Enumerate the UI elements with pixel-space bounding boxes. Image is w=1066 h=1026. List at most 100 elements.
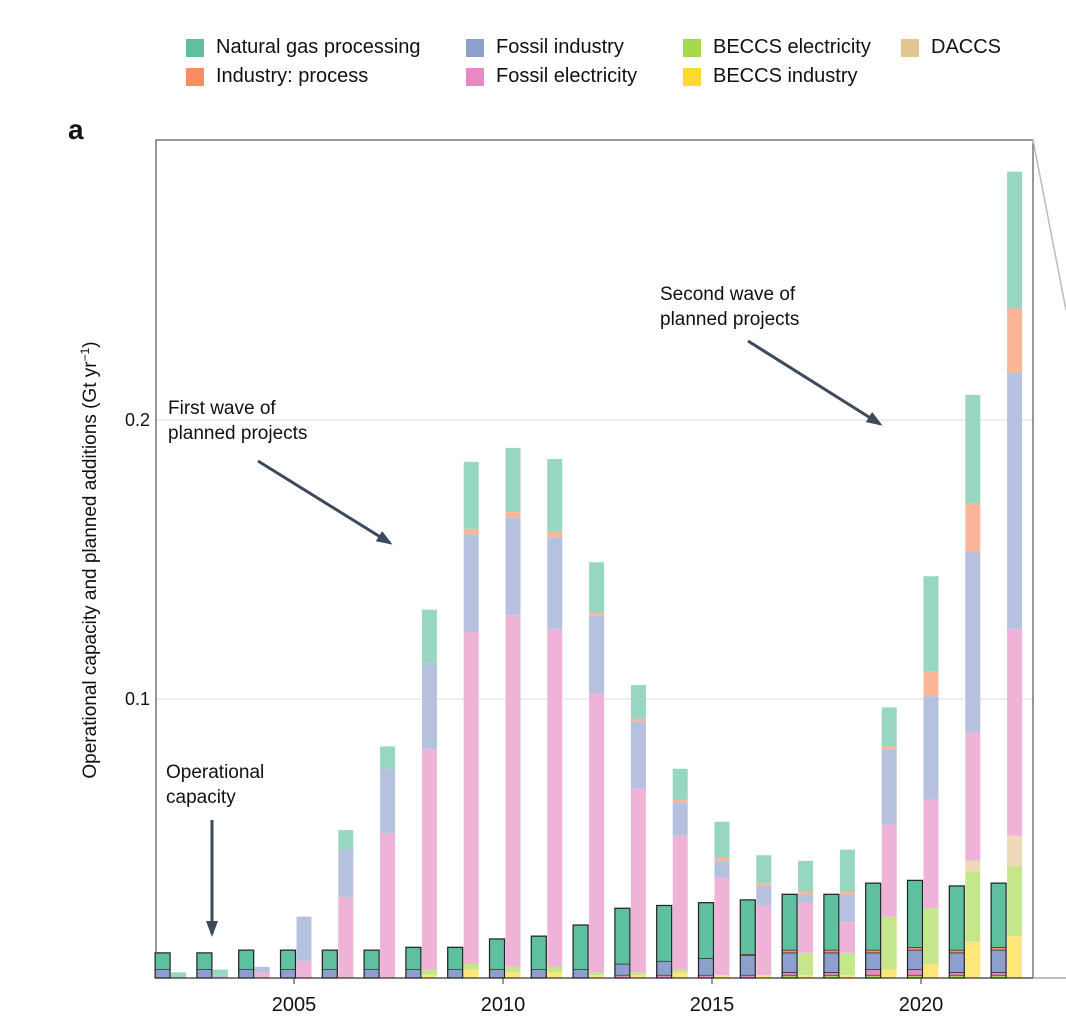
planned-bar-segment [672,802,688,836]
operational-bar-segment [990,882,1007,948]
planned-bar-segment [547,966,563,973]
planned-bar-segment [630,972,646,976]
operational-bar-segment [530,969,547,979]
legend-item: BECCS industry [683,65,858,88]
legend-label: Industry: process [216,65,369,87]
planned-bar-segment [630,718,646,722]
operational-bar-segment [907,969,923,976]
operational-bar-segment [865,952,882,970]
operational-bar-segment [238,949,254,970]
planned-bar-segment [463,461,479,529]
operational-bar-segment [907,947,923,951]
planned-bar-segment [1007,308,1023,373]
planned-bar-segment [881,969,897,978]
planned-bar-segment [714,877,730,976]
operational-bar-segment [363,949,380,970]
planned-bar-segment [630,685,646,719]
legend-swatch [186,38,204,57]
x-tick-label: 2015 [690,994,735,1016]
planned-bar-segment [714,821,730,859]
legend-swatch [186,67,204,86]
planned-bar-segment [463,964,479,970]
operational-bar-segment [656,905,673,962]
operational-bar-segment [196,969,213,979]
operational-bar-segment [196,952,213,970]
planned-bar-segment [965,732,981,861]
panel-label: a [68,114,84,145]
planned-bar-segment [421,609,437,663]
planned-bar-segment [630,975,646,978]
planned-bar-segment [798,902,814,953]
planned-bar-segment [923,696,939,800]
operational-bar-segment [154,969,171,979]
planned-bar-segment [881,916,897,970]
planned-bar-segment [380,768,396,833]
legend-item: Fossil electricity [466,65,637,88]
planned-bar-segment [839,891,855,895]
planned-bar-segment [714,860,730,878]
operational-bar-segment [447,969,464,979]
legend-item: BECCS electricity [683,36,871,59]
planned-bar-segment [756,975,772,978]
operational-bar-segment [321,969,338,979]
planned-bar-segment [296,916,312,962]
planned-bar-segment [1007,866,1023,937]
operational-bar-segment [990,949,1007,973]
zoom-guide-line [1032,139,1066,311]
operational-bar-segment [781,972,798,976]
legend-label: DACCS [931,36,1002,58]
legend-label: BECCS electricity [713,36,871,58]
planned-bar-segment [965,394,981,504]
planned-bar-segment [756,905,772,976]
annotation-first-wave: First wave of planned projects [168,396,307,446]
y-tick-label: 0.2 [125,410,150,430]
legend: Natural gas processing Fossil industry BEC… [186,36,1046,96]
planned-bar-segment [881,749,897,825]
operational-bar-segment [990,947,1007,951]
operational-bar-segment [530,935,547,970]
planned-bar-segment [672,969,688,973]
planned-bar-segment [630,788,646,973]
legend-label: Fossil industry [496,36,624,58]
operational-bar-segment [823,893,840,951]
planned-bar-segment [798,975,814,978]
operational-bar-segment [572,924,589,970]
planned-bar-segment [171,972,187,978]
planned-bar-segment [463,534,479,633]
planned-bar-segment [589,615,605,694]
legend-swatch [901,38,919,57]
operational-bar-segment [948,885,965,951]
planned-bar-segment [338,897,354,978]
planned-bar-segment [547,537,563,630]
planned-bar-segment [965,860,981,872]
planned-bar-segment [463,632,479,965]
planned-bar-segment [547,531,563,538]
operational-bar-segment [656,960,673,976]
planned-bar-segment [923,576,939,672]
planned-bar-segment [212,975,228,978]
planned-bar-segment [923,799,939,909]
operational-bar-segment [489,969,505,979]
planned-bar-segment [672,799,688,803]
legend-item: Fossil industry [466,36,624,59]
operational-bar-segment [489,938,505,970]
planned-bar-segment [798,891,814,895]
plot-frame [155,139,1034,978]
planned-bar-segment [380,746,396,769]
planned-bar-segment [965,551,981,733]
planned-bar-segment [254,966,270,973]
planned-bar-segment [839,975,855,978]
annotation-second-wave: Second wave of planned projects [660,282,799,332]
planned-bar-segment [463,969,479,978]
annotation-operational: Operational capacity [166,760,264,810]
operational-bar-segment [238,969,254,979]
y-tick-label: 0.1 [125,689,150,709]
planned-bar-segment [839,952,855,976]
planned-bar-segment [1007,171,1023,309]
planned-bar-segment [923,908,939,965]
planned-bar-segment [547,629,563,967]
planned-bar-segment [630,721,646,789]
planned-bar-segment [505,512,521,518]
planned-bar-segment [672,972,688,978]
